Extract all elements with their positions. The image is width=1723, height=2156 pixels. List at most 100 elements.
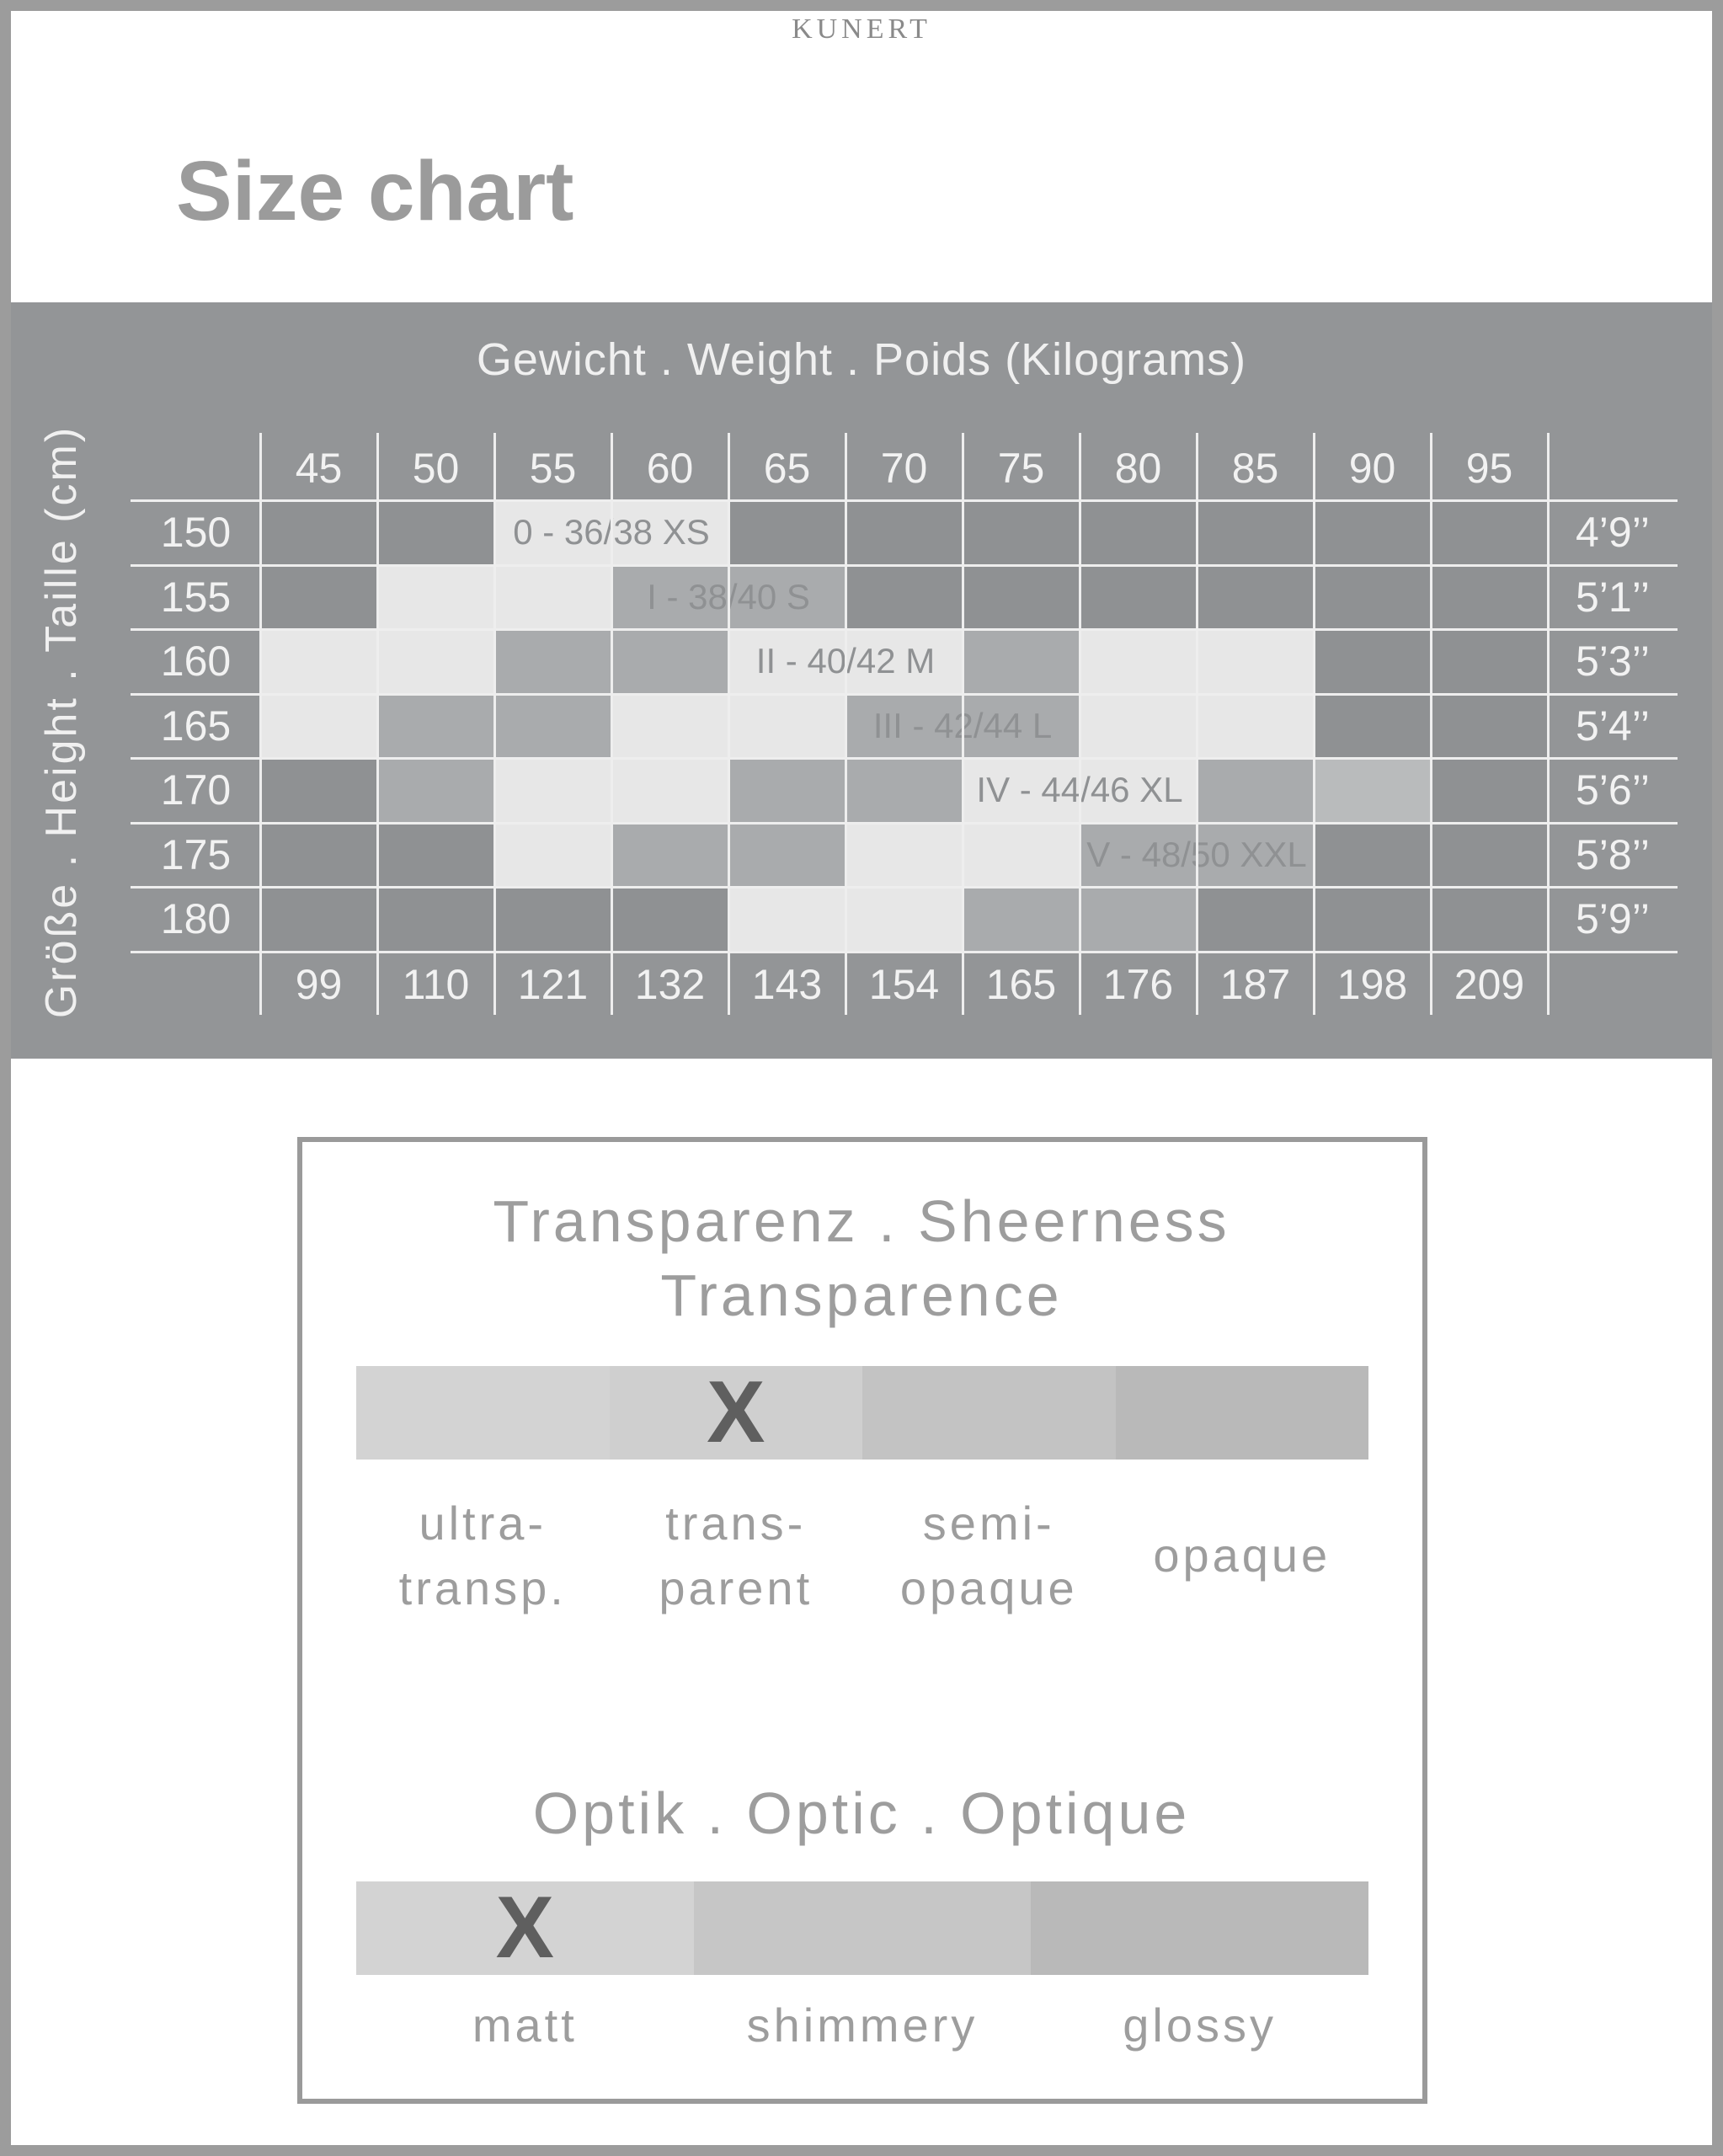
weight-kg-label: 95 [1465, 445, 1513, 492]
grid-cell [611, 629, 728, 694]
sheerness-segment [609, 1366, 862, 1460]
grid-cell [728, 758, 845, 823]
grid-cell [728, 822, 845, 887]
grid-cell [845, 629, 963, 694]
sheerness-label-line1: ultra- [419, 1497, 547, 1550]
grid-cell [1314, 564, 1431, 629]
grid-cell [260, 822, 377, 887]
grid-hline [131, 950, 1678, 953]
grid-cell [1080, 500, 1197, 565]
grid-vline [1313, 433, 1315, 1015]
grid-cell [611, 758, 728, 823]
weight-kg-label: 60 [646, 445, 694, 492]
grid-cell [728, 693, 845, 758]
weight-kg-label: 70 [880, 445, 928, 492]
grid-cell [845, 758, 963, 823]
grid-cell [611, 564, 728, 629]
weight-kg-label: 85 [1231, 445, 1279, 492]
height-cm-label: 165 [160, 702, 232, 750]
sheerness-segment [1115, 1366, 1368, 1460]
grid-cell [1314, 822, 1431, 887]
grid-cell [377, 887, 494, 952]
height-ft-label: 5’6’’ [1575, 766, 1651, 814]
weight-lb-label: 132 [634, 961, 706, 1008]
grid-cell [1314, 887, 1431, 952]
height-ft-label: 5’8’’ [1575, 830, 1651, 878]
grid-cell [728, 564, 845, 629]
weight-lb-label: 110 [402, 961, 470, 1008]
optic-label: matt [472, 1999, 578, 2052]
weight-axis-title: Gewicht . Weight . Poids (Kilograms) [476, 334, 1247, 385]
sheerness-title-line2: Transparence [660, 1262, 1063, 1328]
grid-vline [611, 433, 613, 1015]
grid-cell [1197, 887, 1314, 952]
grid-cell [963, 822, 1080, 887]
optic-selected-mark: X [495, 1879, 555, 1977]
grid-cell [377, 693, 494, 758]
grid-cell [1080, 887, 1197, 952]
weight-lb-label: 121 [517, 961, 589, 1008]
height-cm-label: 170 [160, 766, 232, 814]
grid-cell [377, 500, 494, 565]
grid-cell [494, 887, 611, 952]
fabric-info-box [297, 1137, 1427, 2104]
grid-cell [1431, 629, 1548, 694]
weight-kg-label: 75 [997, 445, 1045, 492]
optic-segment [693, 1881, 1032, 1975]
grid-vline [1196, 433, 1198, 1015]
grid-cell [963, 758, 1080, 823]
weight-kg-label: 50 [412, 445, 460, 492]
weight-kg-label: 80 [1114, 445, 1162, 492]
grid-cell [845, 500, 963, 565]
grid-hline [131, 886, 1678, 889]
grid-cell [1431, 887, 1548, 952]
height-ft-label: 5’1’’ [1575, 573, 1651, 621]
grid-cell [728, 887, 845, 952]
grid-vline [1430, 433, 1432, 1015]
grid-cell [260, 758, 377, 823]
grid-cell [377, 822, 494, 887]
height-cm-label: 155 [160, 573, 232, 621]
grid-hline [131, 628, 1678, 631]
grid-cell [260, 693, 377, 758]
sheerness-label: opaque [1153, 1529, 1331, 1582]
grid-cell [1197, 693, 1314, 758]
sheerness-title-line1: Transparenz . Sheerness [493, 1188, 1230, 1254]
grid-cell [728, 629, 845, 694]
grid-cell [1080, 758, 1197, 823]
grid-cell [1197, 500, 1314, 565]
grid-cell [260, 500, 377, 565]
grid-hline [131, 692, 1678, 696]
grid-hline [131, 757, 1678, 760]
grid-cell [1314, 500, 1431, 565]
grid-cell [1314, 758, 1431, 823]
grid-vline [1547, 433, 1550, 1015]
sheerness-label-line2: transp. [398, 1561, 567, 1614]
optic-segment [1031, 1881, 1368, 1975]
height-axis-title: Größe . Height . Taille (cm) [37, 424, 86, 1019]
grid-cell [845, 564, 963, 629]
weight-lb-label: 165 [985, 961, 1057, 1008]
grid-cell [963, 693, 1080, 758]
grid-cell [1431, 564, 1548, 629]
grid-cell [377, 758, 494, 823]
grid-cell [728, 500, 845, 565]
grid-vline [1079, 433, 1081, 1015]
sheerness-label-line2: parent [659, 1561, 813, 1614]
height-cm-label: 175 [160, 830, 232, 878]
weight-lb-label: 143 [751, 961, 823, 1008]
sheerness-selected-mark: X [707, 1364, 765, 1461]
grid-cell [845, 887, 963, 952]
grid-hline [131, 821, 1678, 825]
sheerness-label-line1: trans- [665, 1497, 807, 1550]
grid-cell [494, 629, 611, 694]
sheerness-label-line1: semi- [922, 1497, 1055, 1550]
grid-vline [728, 433, 730, 1015]
grid-cell [377, 564, 494, 629]
brand-logo: KUNERT [792, 13, 931, 45]
weight-kg-label: 55 [529, 445, 577, 492]
grid-vline [493, 433, 496, 1015]
grid-cell [963, 500, 1080, 565]
grid-cell [611, 500, 728, 565]
